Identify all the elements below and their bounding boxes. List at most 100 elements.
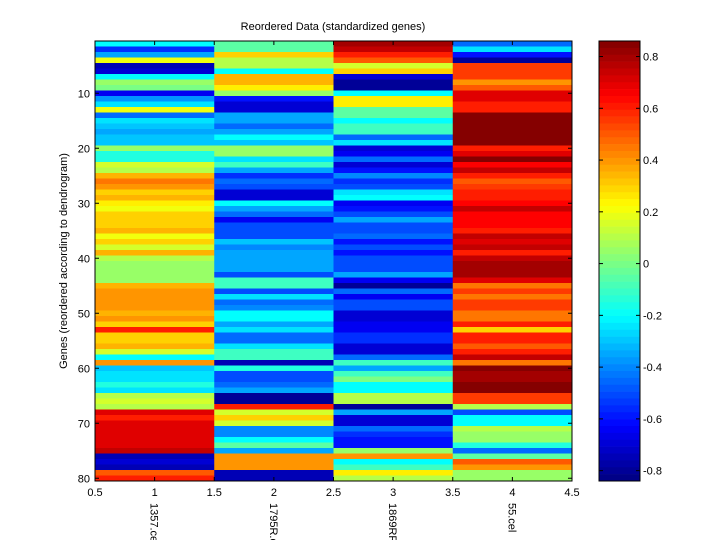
- colorbar-segment: [599, 233, 640, 241]
- heatmap-cell: [95, 156, 215, 163]
- heatmap-cell: [214, 200, 334, 207]
- heatmap-cell: [95, 200, 215, 207]
- heatmap-cell: [333, 360, 454, 366]
- heatmap-cell: [333, 442, 454, 449]
- heatmap-cell: [214, 360, 334, 366]
- colorbar-segment: [599, 371, 640, 379]
- heatmap-cell: [333, 382, 454, 388]
- colorbar-segment: [599, 439, 640, 447]
- column-label: 1795R.c: [267, 503, 279, 540]
- colorbar-segment: [599, 336, 640, 344]
- heatmap-cell: [95, 382, 215, 388]
- heatmap-cell: [333, 288, 454, 295]
- colorbar-tick-label: -0.6: [643, 414, 662, 426]
- heatmap-cell: [333, 255, 454, 262]
- heatmap-cell: [95, 404, 215, 410]
- heatmap-cell: [214, 420, 334, 427]
- heatmap-cell: [333, 349, 454, 355]
- heatmap-cell: [95, 233, 215, 240]
- colorbar-segment: [599, 75, 640, 83]
- heatmap-cells: [95, 41, 573, 482]
- heatmap-cell: [95, 409, 215, 416]
- heatmap-cell: [95, 299, 215, 306]
- colorbar-segment: [599, 192, 640, 200]
- heatmap-cell: [95, 112, 215, 119]
- heatmap-cell: [333, 244, 454, 251]
- colorbar-segment: [599, 391, 640, 399]
- heatmap-cell: [214, 112, 334, 119]
- heatmap-cell: [95, 167, 215, 174]
- heatmap-cell: [214, 178, 334, 185]
- heatmap-cell: [333, 305, 454, 311]
- heatmap-cell: [333, 343, 454, 350]
- colorbar-segment: [599, 61, 640, 69]
- heatmap-cell: [333, 79, 454, 86]
- y-tick-label: 60: [78, 363, 90, 375]
- colorbar-tick-label: 0.2: [643, 207, 658, 219]
- heatmap-cell: [333, 283, 454, 289]
- heatmap-cell: [452, 371, 573, 377]
- heatmap-cell: [333, 415, 454, 421]
- heatmap-cell: [95, 393, 215, 399]
- heatmap-cell: [333, 365, 454, 372]
- heatmap-cell: [333, 228, 454, 234]
- heatmap-cell: [333, 420, 454, 427]
- colorbar-segment: [599, 219, 640, 227]
- heatmap-cell: [452, 299, 573, 306]
- heatmap-cell: [95, 129, 215, 135]
- heatmap-cell: [214, 123, 334, 130]
- colorbar-segment: [599, 226, 640, 234]
- heatmap-cell: [333, 277, 454, 284]
- heatmap-cell: [452, 195, 573, 201]
- heatmap-cell: [214, 90, 334, 97]
- colorbar-segment: [599, 123, 640, 131]
- chart-title: Reordered Data (standardized genes): [241, 21, 426, 33]
- heatmap-cell: [452, 250, 573, 256]
- heatmap-cell: [333, 387, 454, 394]
- heatmap-cell: [333, 250, 454, 256]
- heatmap-cell: [214, 189, 334, 196]
- colorbar-segment: [599, 426, 640, 434]
- heatmap-cell: [214, 321, 334, 328]
- colorbar-segment: [599, 254, 640, 262]
- heatmap-cell: [95, 239, 215, 245]
- heatmap-cell: [214, 52, 334, 58]
- heatmap-cell: [214, 233, 334, 240]
- heatmap-cell: [95, 228, 215, 234]
- heatmap-cell: [95, 140, 215, 146]
- heatmap-cell: [452, 272, 573, 278]
- x-tick-label: 4.5: [564, 487, 579, 499]
- heatmap-cell: [333, 327, 454, 333]
- heatmap-cell: [333, 222, 454, 229]
- heatmap-cell: [452, 360, 573, 366]
- heatmap-cell: [452, 382, 573, 388]
- heatmap-cell: [95, 354, 215, 361]
- heatmap-cell: [95, 453, 215, 460]
- colorbar-segment: [599, 130, 640, 138]
- heatmap-cell: [452, 52, 573, 58]
- heatmap-cell: [333, 57, 454, 64]
- colorbar-segment: [599, 412, 640, 420]
- heatmap-cell: [95, 96, 215, 102]
- heatmap-cell: [214, 470, 334, 476]
- colorbar-segment: [599, 432, 640, 441]
- heatmap-cell: [333, 321, 454, 328]
- heatmap-cell: [95, 332, 215, 339]
- heatmap-cell: [452, 140, 573, 146]
- heatmap-cell: [95, 360, 215, 366]
- y-tick-label: 80: [78, 473, 90, 485]
- heatmap-cell: [333, 404, 454, 410]
- heatmap-cell: [333, 118, 454, 124]
- heatmap-cell: [214, 63, 334, 69]
- heatmap-cell: [214, 46, 334, 53]
- colorbar-segment: [599, 212, 640, 221]
- heatmap-cell: [214, 211, 334, 218]
- colorbar-segment: [599, 54, 640, 62]
- colorbar-segment: [599, 247, 640, 255]
- heatmap-cell: [452, 68, 573, 75]
- colorbar-tick-label: 0.4: [643, 155, 658, 167]
- heatmap-cell: [214, 239, 334, 245]
- heatmap-cell: [95, 398, 215, 405]
- heatmap-cell: [95, 123, 215, 130]
- heatmap-cell: [333, 376, 454, 383]
